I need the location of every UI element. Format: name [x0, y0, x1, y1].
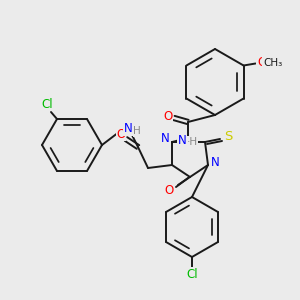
Text: O: O: [164, 184, 174, 197]
Text: H: H: [133, 126, 141, 136]
Text: CH₃: CH₃: [263, 58, 282, 68]
Text: ·H: ·H: [186, 137, 198, 147]
Text: Cl: Cl: [41, 98, 53, 110]
Text: O: O: [116, 128, 126, 140]
Text: N: N: [178, 134, 186, 146]
Text: Cl: Cl: [186, 268, 198, 281]
Text: N: N: [124, 122, 132, 136]
Text: O: O: [257, 56, 266, 69]
Text: O: O: [164, 110, 172, 122]
Text: N: N: [160, 133, 169, 146]
Text: S: S: [224, 130, 232, 142]
Text: N: N: [211, 157, 219, 169]
